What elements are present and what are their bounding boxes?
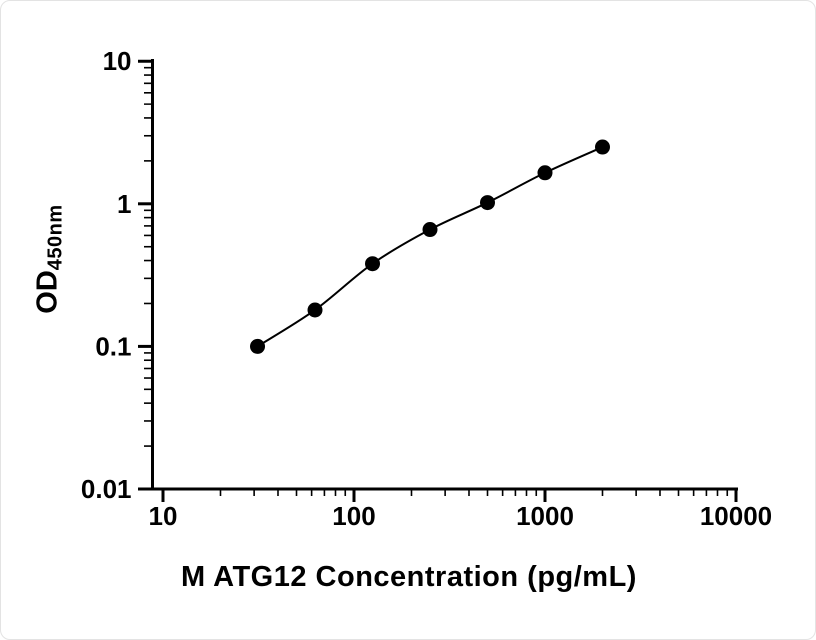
y-tick-label: 10 [103,46,132,76]
y-axis-label-main: OD [31,270,64,314]
x-axis-label: M ATG12 Concentration (pg/mL) [181,561,637,593]
data-point [250,338,266,354]
data-point [365,256,381,272]
x-tick-label: 10000 [700,501,772,531]
data-point [307,302,323,318]
y-tick-label: 0.1 [95,331,131,361]
y-axis-label: OD 450nm [31,204,67,314]
x-tick-label: 1000 [516,501,574,531]
y-tick-label: 1 [117,189,131,219]
data-point [594,139,610,155]
data-point [422,222,438,238]
y-axis-label-subscript: 450nm [44,204,67,271]
x-tick-label: 10 [149,501,178,531]
data-point [480,195,496,211]
y-tick-label: 0.01 [81,474,132,504]
data-point [537,165,553,181]
x-tick-label: 100 [332,501,375,531]
